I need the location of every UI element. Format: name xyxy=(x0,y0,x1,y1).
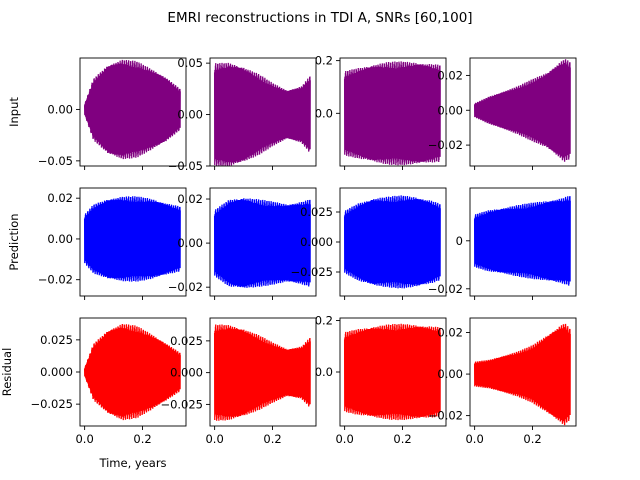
x-tick-label: 0.2 xyxy=(393,432,411,446)
series-trace-input-1 xyxy=(83,59,181,160)
y-tick-label: 0.00 xyxy=(47,232,73,246)
y-tick-label: 0.00 xyxy=(177,108,203,122)
panel-prediction-1: −0.02 0.00 0.02 xyxy=(38,187,187,300)
series-trace-input-2 xyxy=(213,62,311,166)
axes-frame xyxy=(209,57,317,167)
row-label-prediction: Prediction xyxy=(7,213,21,270)
y-tick-label: 0.025 xyxy=(170,334,203,348)
row-label-residual: Residual xyxy=(0,348,14,397)
panel-residual-1: 0.0 0.2 −0.025 0.000 0.025 xyxy=(30,317,187,446)
y-tick-label: 0.05 xyxy=(177,56,203,70)
axes-frame xyxy=(79,57,187,167)
panel-input-4: −0.02 0.00 0.02 xyxy=(428,57,577,170)
panel-prediction-3: −0.025 0.000 0.025 xyxy=(290,187,447,300)
panel-residual-2: 0.0 0.2 −0.025 0.000 0.025 xyxy=(160,317,317,446)
y-tick-label: 0.000 xyxy=(40,365,73,379)
panel-grid: −0.050.00−0.050.000.050.00.2−0.020.000.0… xyxy=(30,54,577,446)
axes-frame xyxy=(469,57,577,167)
x-tick-label: 0.2 xyxy=(133,432,151,446)
panel-residual-4: 0.0 0.2 −0.02 0.00 0.02 xyxy=(428,317,577,446)
panel-prediction-2: −0.02 0.00 0.02 xyxy=(168,187,317,300)
y-tick-label: −0.02 xyxy=(428,282,463,296)
series-trace-residual-2 xyxy=(213,324,311,421)
x-tick-label: 0.2 xyxy=(523,432,541,446)
y-tick-label: 0.2 xyxy=(315,54,333,68)
axes-frame xyxy=(469,187,577,297)
x-tick-label: 0.0 xyxy=(335,432,353,446)
y-tick-label: −0.05 xyxy=(38,154,73,168)
axes-frame xyxy=(79,187,187,297)
y-tick-label: −0.025 xyxy=(30,397,73,411)
panel-prediction-4: −0.02 0 xyxy=(428,187,577,300)
y-tick-label: −0.025 xyxy=(290,265,333,279)
y-tick-label: −0.02 xyxy=(428,138,463,152)
panel-input-1: −0.05 0.00 xyxy=(38,57,187,170)
series-trace-input-3 xyxy=(343,61,441,166)
y-tick-label: 0.025 xyxy=(40,333,73,347)
y-tick-label: −0.02 xyxy=(38,273,73,287)
series-trace-residual-3 xyxy=(343,323,441,421)
y-tick-label: 0 xyxy=(456,234,463,248)
y-tick-label: −0.05 xyxy=(168,159,203,173)
y-tick-label: 0.00 xyxy=(47,102,73,116)
series-trace-prediction-3 xyxy=(343,195,441,289)
y-tick-label: −0.02 xyxy=(428,409,463,423)
series-trace-residual-4 xyxy=(473,323,571,426)
panel-input-3: 0.0 0.2 xyxy=(315,54,447,170)
series-trace-prediction-1 xyxy=(83,196,181,282)
axes-frame xyxy=(469,317,577,427)
y-tick-label: 0.02 xyxy=(47,191,73,205)
y-tick-label: 0.000 xyxy=(300,235,333,249)
x-tick-label: 0.2 xyxy=(263,432,281,446)
y-tick-label: 0.02 xyxy=(437,326,463,340)
y-tick-label: 0.00 xyxy=(437,103,463,117)
y-tick-label: 0.02 xyxy=(177,192,203,206)
series-trace-residual-1 xyxy=(83,324,181,421)
y-tick-label: 0.0 xyxy=(315,365,333,379)
y-tick-label: 0.00 xyxy=(437,367,463,381)
x-tick-label: 0.0 xyxy=(465,432,483,446)
axes-frame xyxy=(209,187,317,297)
y-tick-label: 0.0 xyxy=(315,106,333,120)
y-tick-label: 0.025 xyxy=(300,205,333,219)
panel-input-2: −0.05 0.00 0.05 xyxy=(168,56,317,173)
row-label-input: Input xyxy=(7,97,21,127)
y-tick-label: 0.00 xyxy=(177,236,203,250)
series-trace-prediction-2 xyxy=(213,198,311,288)
axes-frame xyxy=(339,57,447,167)
x-axis-label: Time, years xyxy=(98,456,166,470)
x-tick-label: 0.0 xyxy=(75,432,93,446)
figure-title: EMRI reconstructions in TDI A, SNRs [60,… xyxy=(167,10,472,26)
axes-frame xyxy=(209,317,317,427)
x-tick-label: 0.0 xyxy=(205,432,223,446)
y-tick-label: 0.2 xyxy=(315,314,333,328)
y-tick-label: 0.02 xyxy=(437,68,463,82)
panel-residual-3: 0.0 0.2 0.0 0.2 xyxy=(315,314,447,446)
y-tick-label: −0.02 xyxy=(168,280,203,294)
y-tick-label: −0.025 xyxy=(160,397,203,411)
series-trace-input-4 xyxy=(473,59,571,162)
series-trace-prediction-4 xyxy=(473,196,571,286)
y-tick-label: 0.000 xyxy=(170,366,203,380)
